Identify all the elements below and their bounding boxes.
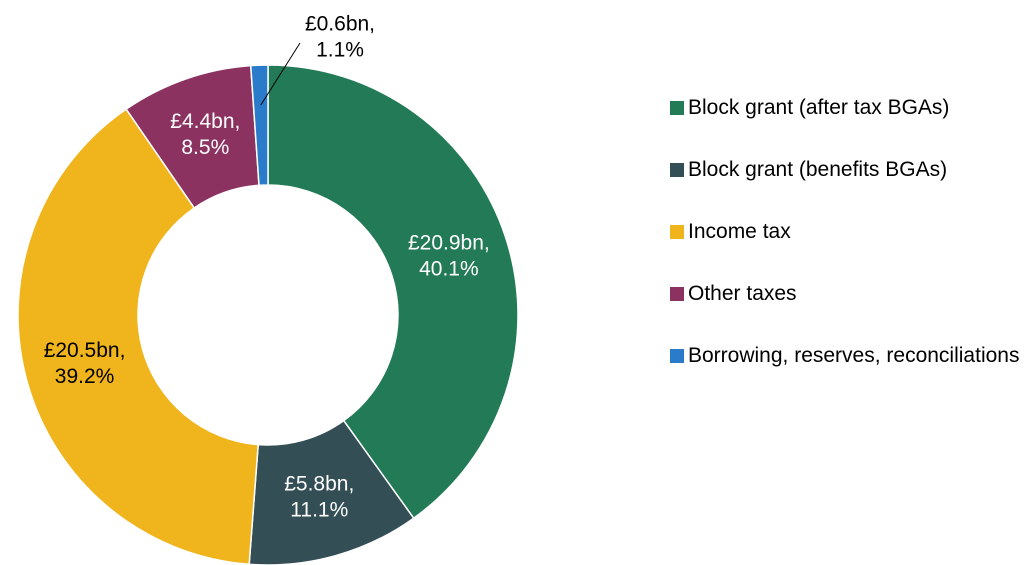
data-label: £4.4bn, [170,110,240,133]
slice [249,64,269,187]
legend-label: Block grant (benefits BGAs) [688,158,948,181]
legend-swatch [670,163,684,177]
slice [267,64,519,520]
data-label: £20.5bn, [44,339,126,362]
leader-line [260,42,301,106]
slice [17,108,260,565]
data-label: £0.6bn, [305,13,375,36]
data-label: £20.9bn, [408,231,490,254]
data-label: 11.1% [290,498,348,521]
data-label: £5.8bn, [284,472,354,495]
legend-swatch [670,225,684,239]
legend-item: Other taxes [670,282,1025,344]
legend-item: Block grant (benefits BGAs) [670,158,1025,220]
legend-swatch [670,287,684,301]
legend-label: Other taxes [688,282,797,305]
legend-label: Income tax [688,220,791,243]
legend-swatch [670,349,684,363]
legend-label: Block grant (after tax BGAs) [688,96,950,119]
data-label: 40.1% [419,257,479,280]
data-label: 39.2% [55,365,115,388]
donut-plot: £20.9bn, 40.1% £5.8bn, 11.1% £20.5bn, 39.2% £4… [17,13,519,565]
data-label: 8.5% [181,136,229,159]
legend-swatch [670,101,684,115]
legend: Block grant (after tax BGAs) Block grant … [670,96,1025,406]
legend-item: Block grant (after tax BGAs) [670,96,1025,158]
legend-item: Borrowing, reserves, reconciliations [670,344,1025,406]
data-label: 1.1% [316,39,364,62]
legend-label: Borrowing, reserves, reconciliations [688,344,1020,367]
legend-item: Income tax [670,220,1025,282]
